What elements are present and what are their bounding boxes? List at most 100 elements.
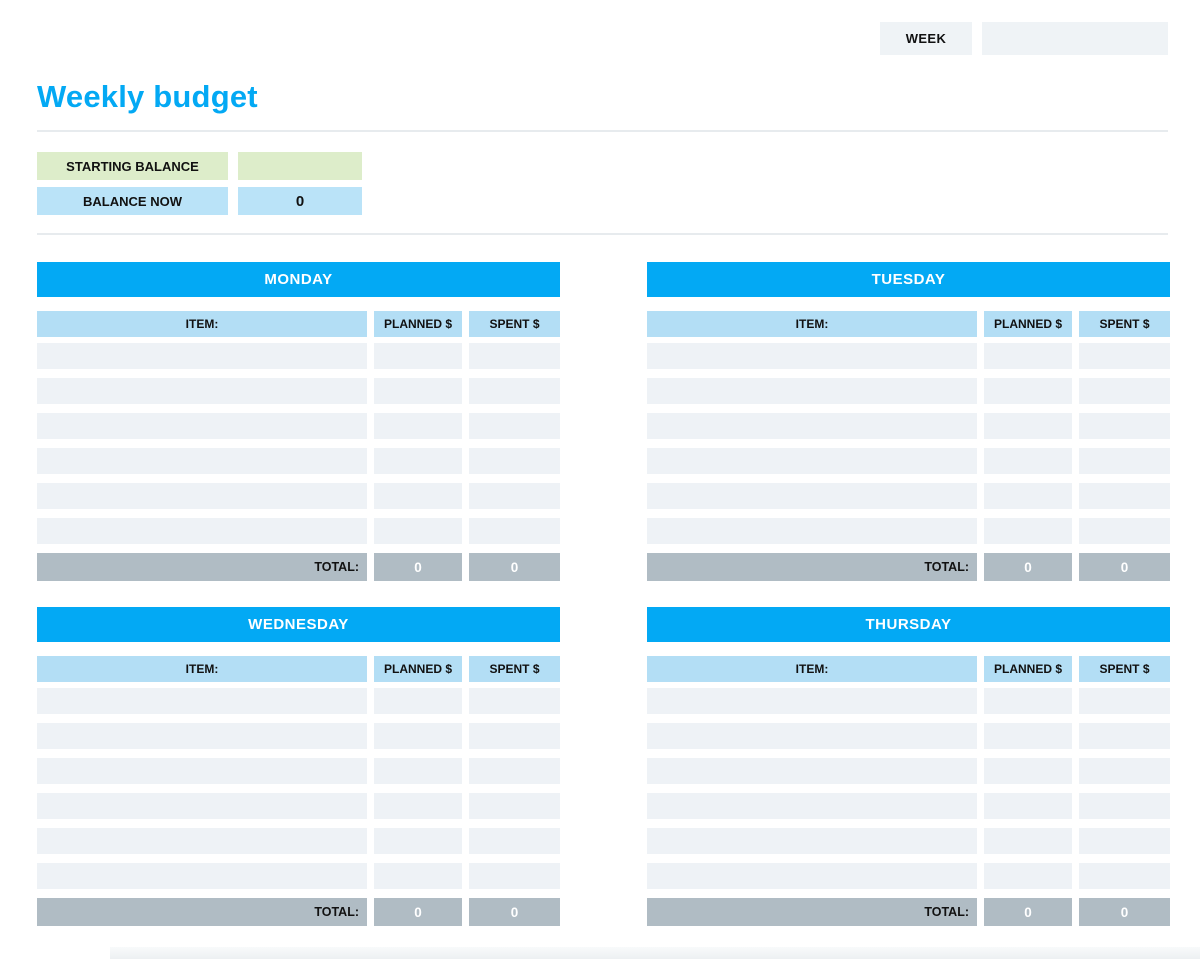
- item-input-cell[interactable]: [37, 688, 367, 714]
- table-row: [37, 828, 560, 854]
- planned-input-cell[interactable]: [374, 793, 462, 819]
- item-input-cell[interactable]: [647, 828, 977, 854]
- spent-input-cell[interactable]: [469, 448, 560, 474]
- day-table-tuesday: TUESDAY ITEM: PLANNED $ SPENT $ TOTAL: 0…: [647, 262, 1170, 581]
- planned-input-cell[interactable]: [984, 793, 1072, 819]
- item-input-cell[interactable]: [37, 378, 367, 404]
- spent-input-cell[interactable]: [1079, 688, 1170, 714]
- spent-input-cell[interactable]: [469, 723, 560, 749]
- spent-input-cell[interactable]: [1079, 378, 1170, 404]
- table-body: [647, 343, 1170, 544]
- spent-input-cell[interactable]: [1079, 863, 1170, 889]
- table-row: [647, 483, 1170, 509]
- table-row: [37, 758, 560, 784]
- planned-input-cell[interactable]: [984, 758, 1072, 784]
- total-spent-value: 0: [469, 898, 560, 926]
- table-row: [37, 448, 560, 474]
- spent-input-cell[interactable]: [469, 793, 560, 819]
- spent-input-cell[interactable]: [1079, 758, 1170, 784]
- planned-input-cell[interactable]: [984, 688, 1072, 714]
- table-row: [37, 793, 560, 819]
- item-input-cell[interactable]: [37, 828, 367, 854]
- item-input-cell[interactable]: [37, 448, 367, 474]
- planned-input-cell[interactable]: [374, 378, 462, 404]
- spent-input-cell[interactable]: [1079, 413, 1170, 439]
- planned-input-cell[interactable]: [984, 723, 1072, 749]
- item-input-cell[interactable]: [647, 378, 977, 404]
- planned-input-cell[interactable]: [374, 343, 462, 369]
- item-input-cell[interactable]: [37, 343, 367, 369]
- day-header: TUESDAY: [647, 262, 1170, 297]
- item-column-header: ITEM:: [37, 311, 367, 337]
- planned-column-header: PLANNED $: [984, 311, 1072, 337]
- total-planned-value: 0: [984, 898, 1072, 926]
- spent-input-cell[interactable]: [1079, 793, 1170, 819]
- spent-input-cell[interactable]: [469, 688, 560, 714]
- item-input-cell[interactable]: [647, 758, 977, 784]
- spent-input-cell[interactable]: [469, 413, 560, 439]
- item-input-cell[interactable]: [647, 483, 977, 509]
- planned-input-cell[interactable]: [984, 828, 1072, 854]
- total-row: TOTAL: 0 0: [647, 898, 1170, 926]
- spent-input-cell[interactable]: [469, 863, 560, 889]
- spent-input-cell[interactable]: [469, 828, 560, 854]
- balance-now-label: BALANCE NOW: [37, 187, 228, 215]
- spent-input-cell[interactable]: [1079, 483, 1170, 509]
- spent-input-cell[interactable]: [469, 758, 560, 784]
- planned-input-cell[interactable]: [984, 448, 1072, 474]
- item-input-cell[interactable]: [647, 343, 977, 369]
- planned-input-cell[interactable]: [374, 828, 462, 854]
- total-spent-value: 0: [469, 553, 560, 581]
- planned-input-cell[interactable]: [374, 723, 462, 749]
- item-input-cell[interactable]: [647, 793, 977, 819]
- item-input-cell[interactable]: [37, 723, 367, 749]
- starting-balance-input[interactable]: [238, 152, 362, 180]
- item-input-cell[interactable]: [647, 518, 977, 544]
- spent-input-cell[interactable]: [1079, 723, 1170, 749]
- planned-column-header: PLANNED $: [984, 656, 1072, 682]
- item-input-cell[interactable]: [37, 413, 367, 439]
- planned-input-cell[interactable]: [374, 863, 462, 889]
- item-input-cell[interactable]: [37, 793, 367, 819]
- item-input-cell[interactable]: [647, 448, 977, 474]
- spent-input-cell[interactable]: [1079, 828, 1170, 854]
- spent-input-cell[interactable]: [1079, 518, 1170, 544]
- planned-input-cell[interactable]: [374, 413, 462, 439]
- table-row: [647, 518, 1170, 544]
- item-input-cell[interactable]: [647, 723, 977, 749]
- item-input-cell[interactable]: [37, 518, 367, 544]
- item-column-header: ITEM:: [647, 311, 977, 337]
- planned-input-cell[interactable]: [984, 483, 1072, 509]
- planned-input-cell[interactable]: [374, 758, 462, 784]
- week-input[interactable]: [982, 22, 1168, 55]
- planned-input-cell[interactable]: [374, 688, 462, 714]
- item-input-cell[interactable]: [37, 758, 367, 784]
- spent-input-cell[interactable]: [469, 378, 560, 404]
- item-input-cell[interactable]: [37, 483, 367, 509]
- day-tables-grid: MONDAY ITEM: PLANNED $ SPENT $ TOTAL: 0 …: [37, 262, 1170, 926]
- planned-input-cell[interactable]: [984, 413, 1072, 439]
- item-input-cell[interactable]: [37, 863, 367, 889]
- day-table-monday: MONDAY ITEM: PLANNED $ SPENT $ TOTAL: 0 …: [37, 262, 560, 581]
- planned-input-cell[interactable]: [374, 518, 462, 544]
- planned-input-cell[interactable]: [374, 483, 462, 509]
- spent-input-cell[interactable]: [469, 343, 560, 369]
- item-input-cell[interactable]: [647, 413, 977, 439]
- planned-input-cell[interactable]: [984, 343, 1072, 369]
- item-input-cell[interactable]: [647, 688, 977, 714]
- item-column-header: ITEM:: [37, 656, 367, 682]
- planned-input-cell[interactable]: [984, 518, 1072, 544]
- spent-input-cell[interactable]: [1079, 343, 1170, 369]
- planned-input-cell[interactable]: [984, 378, 1072, 404]
- spent-input-cell[interactable]: [469, 483, 560, 509]
- starting-balance-row: STARTING BALANCE: [37, 152, 1168, 180]
- item-input-cell[interactable]: [647, 863, 977, 889]
- total-label: TOTAL:: [647, 553, 977, 581]
- spent-input-cell[interactable]: [469, 518, 560, 544]
- column-header-row: ITEM: PLANNED $ SPENT $: [647, 656, 1170, 682]
- top-bar: WEEK: [37, 22, 1168, 55]
- planned-input-cell[interactable]: [984, 863, 1072, 889]
- spent-input-cell[interactable]: [1079, 448, 1170, 474]
- planned-input-cell[interactable]: [374, 448, 462, 474]
- total-row: TOTAL: 0 0: [37, 553, 560, 581]
